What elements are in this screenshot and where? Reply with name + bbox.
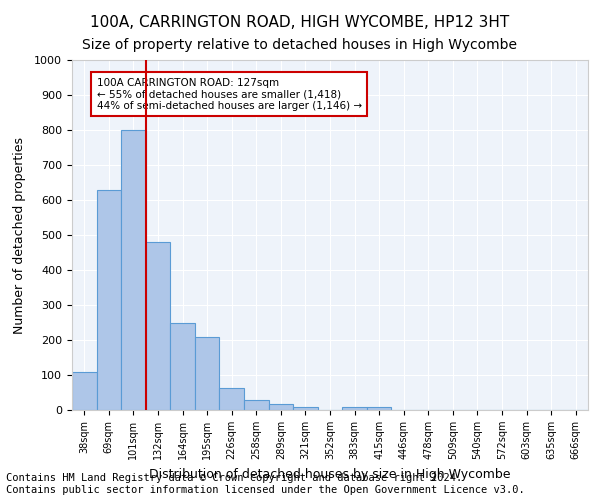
Bar	[195, 337, 220, 410]
Text: 100A CARRINGTON ROAD: 127sqm
← 55% of detached houses are smaller (1,418)
44% of: 100A CARRINGTON ROAD: 127sqm ← 55% of de…	[97, 78, 362, 110]
Y-axis label: Number of detached properties: Number of detached properties	[13, 136, 26, 334]
Bar	[244, 400, 269, 410]
Bar	[121, 130, 146, 410]
Text: 100A, CARRINGTON ROAD, HIGH WYCOMBE, HP12 3HT: 100A, CARRINGTON ROAD, HIGH WYCOMBE, HP1…	[91, 15, 509, 30]
Bar	[97, 190, 121, 410]
Text: Contains HM Land Registry data © Crown copyright and database right 2024.
Contai: Contains HM Land Registry data © Crown c…	[6, 474, 525, 495]
Bar	[367, 406, 391, 410]
Bar	[293, 406, 318, 410]
Bar	[269, 404, 293, 410]
Bar	[342, 406, 367, 410]
Bar	[146, 242, 170, 410]
Text: Size of property relative to detached houses in High Wycombe: Size of property relative to detached ho…	[83, 38, 517, 52]
Bar	[170, 322, 195, 410]
X-axis label: Distribution of detached houses by size in High Wycombe: Distribution of detached houses by size …	[149, 468, 511, 480]
Bar	[220, 388, 244, 410]
Bar	[72, 372, 97, 410]
